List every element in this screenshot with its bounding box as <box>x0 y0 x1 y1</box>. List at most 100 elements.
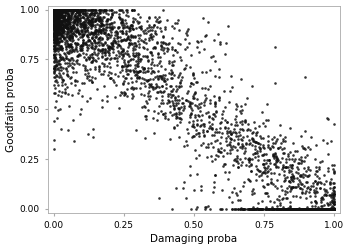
Point <box>266 207 272 211</box>
Point <box>52 20 57 24</box>
Point <box>135 59 141 63</box>
Point <box>247 141 253 145</box>
Point <box>215 149 220 153</box>
Point <box>310 207 316 211</box>
Point <box>88 60 94 64</box>
Point <box>115 35 121 39</box>
Point <box>118 38 124 42</box>
Point <box>290 140 295 144</box>
Point <box>324 190 329 194</box>
Point <box>253 140 259 144</box>
Point <box>291 159 297 163</box>
Point <box>218 207 223 211</box>
Point <box>321 207 326 211</box>
Point <box>133 86 138 90</box>
Point <box>299 186 305 190</box>
Point <box>81 43 86 47</box>
Point <box>240 207 246 211</box>
Point <box>254 206 259 210</box>
Point <box>331 207 337 211</box>
Point <box>317 207 322 211</box>
Point <box>324 207 329 211</box>
Point <box>318 198 324 202</box>
Point <box>98 18 104 22</box>
Point <box>52 47 57 51</box>
Point <box>207 124 213 128</box>
Point <box>224 128 230 132</box>
Point <box>183 31 189 35</box>
Point <box>162 41 168 45</box>
Point <box>298 207 303 211</box>
Point <box>105 50 111 54</box>
Point <box>66 37 71 41</box>
Point <box>317 207 323 211</box>
Point <box>270 152 275 156</box>
Point <box>96 40 102 44</box>
Point <box>56 32 62 36</box>
Point <box>87 12 92 16</box>
Point <box>88 24 93 28</box>
Point <box>55 8 60 12</box>
Point <box>331 207 337 211</box>
Point <box>119 18 125 22</box>
Point <box>331 192 337 196</box>
Point <box>85 28 90 32</box>
Point <box>229 132 234 136</box>
Point <box>108 8 114 12</box>
Point <box>74 28 79 32</box>
Point <box>316 207 322 211</box>
Point <box>51 30 57 34</box>
Point <box>72 8 78 12</box>
Point <box>130 87 135 91</box>
Point <box>227 194 232 198</box>
Point <box>51 8 57 12</box>
Point <box>296 206 302 210</box>
Point <box>54 39 60 43</box>
Point <box>75 10 81 14</box>
Point <box>52 8 58 12</box>
Point <box>211 54 216 58</box>
Point <box>251 207 257 211</box>
Point <box>218 207 223 211</box>
Point <box>53 8 58 12</box>
Point <box>331 207 336 211</box>
Point <box>313 207 318 211</box>
Point <box>59 8 64 12</box>
Point <box>314 207 320 211</box>
Point <box>302 207 308 211</box>
Point <box>51 69 57 73</box>
Point <box>56 26 62 30</box>
Point <box>76 18 82 22</box>
Point <box>283 206 288 210</box>
Point <box>81 8 87 12</box>
Point <box>137 59 142 63</box>
Point <box>264 174 270 178</box>
Point <box>187 104 192 108</box>
Point <box>68 81 74 85</box>
Point <box>320 158 325 162</box>
Point <box>290 207 296 211</box>
Point <box>214 154 219 158</box>
Point <box>100 47 106 51</box>
Point <box>326 207 331 211</box>
Point <box>329 207 335 211</box>
Point <box>248 170 253 173</box>
Point <box>324 201 330 205</box>
Point <box>96 24 101 28</box>
Point <box>313 207 319 211</box>
Point <box>198 188 204 192</box>
Point <box>96 51 101 55</box>
Point <box>311 180 316 184</box>
Point <box>156 104 162 108</box>
Point <box>51 26 57 30</box>
Point <box>89 12 95 16</box>
Point <box>120 54 126 58</box>
Point <box>86 71 91 75</box>
Point <box>298 207 304 211</box>
Point <box>169 113 175 117</box>
Point <box>109 42 114 46</box>
Point <box>51 8 57 12</box>
Point <box>133 79 138 83</box>
Point <box>328 207 334 211</box>
Point <box>60 33 65 37</box>
